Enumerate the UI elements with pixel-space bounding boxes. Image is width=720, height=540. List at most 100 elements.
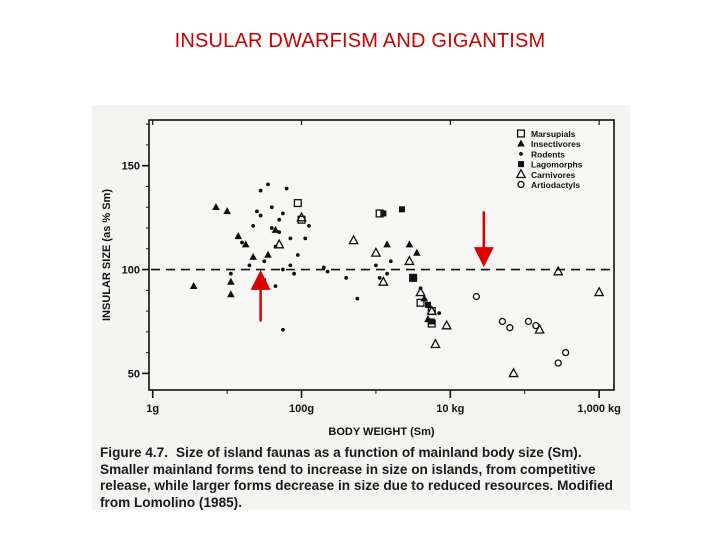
insectivores-point	[234, 232, 243, 240]
artiodactyls-point	[554, 359, 562, 367]
legend-label-lagomorphs: Lagomorphs	[531, 160, 583, 170]
rodents-point	[273, 284, 278, 289]
marsupials-point	[416, 298, 425, 307]
insectivores-point	[383, 240, 391, 248]
insectivores-point	[189, 281, 198, 289]
insectivores-point	[413, 248, 421, 256]
artiodactyls-point	[472, 292, 481, 301]
legend-marker-marsupials	[516, 129, 526, 138]
rodents-point	[258, 213, 263, 218]
rodents-point	[307, 224, 311, 228]
rodents-point	[277, 217, 282, 222]
rodents-point	[281, 327, 285, 332]
legend-label-marsupials: Marsupials	[531, 129, 576, 139]
carnivores-point	[378, 276, 389, 286]
rodents-point	[437, 311, 442, 316]
legend-label-insectivores: Insectivores	[531, 139, 581, 149]
insectivores-point	[227, 290, 235, 298]
y-axis-label: INSULAR SIZE (as % Sm)	[101, 189, 113, 321]
x-axis-label: BODY WEIGHT (Sm)	[328, 426, 434, 438]
rodents-point	[288, 263, 293, 268]
plot-frame	[148, 119, 615, 391]
rodents-point	[385, 271, 389, 276]
rodents-point	[377, 275, 382, 280]
lagomorphs-point	[410, 274, 417, 281]
insectivores-point	[212, 203, 220, 211]
legend-marker-insectivores	[517, 139, 525, 147]
rodents-point	[266, 182, 270, 187]
insectivores-point	[241, 240, 250, 248]
rodents-point	[374, 263, 378, 268]
rodents-point	[295, 253, 300, 257]
carnivores-point	[426, 305, 438, 315]
rodents-point	[388, 259, 393, 264]
marsupials-point	[293, 199, 302, 208]
figure-caption: Figure 4.7. Size of island faunas as a fu…	[100, 445, 630, 511]
figure-number: Figure 4.7.	[100, 445, 168, 460]
rodents-point	[284, 186, 289, 191]
carnivores-point	[415, 286, 426, 297]
carnivores-point	[348, 234, 359, 245]
rodents-point	[292, 271, 296, 276]
y-tick-label: 100	[122, 265, 140, 277]
insectivores-point	[405, 240, 414, 248]
rodents-point	[251, 224, 256, 228]
lagomorphs-point	[428, 318, 435, 325]
artiodactyls-point	[498, 317, 507, 326]
artiodactyls-point	[524, 317, 533, 326]
carnivores-point	[593, 286, 605, 297]
insectivores-point	[227, 277, 235, 285]
rodents-point	[269, 205, 274, 210]
rodents-point	[269, 226, 274, 230]
rodents-point	[228, 271, 233, 276]
scatter-chart: 50 100 150 1g 100g 10 kg 1,000 kg MarsupialsIn…	[101, 119, 621, 438]
rodents-point	[262, 278, 267, 282]
x-tick-label: 100g	[289, 403, 314, 415]
caption-text: Size of island faunas as a function of m…	[100, 445, 613, 510]
artiodactyls-point	[532, 321, 540, 330]
lagomorphs-point	[425, 301, 431, 308]
carnivores-point	[508, 367, 519, 378]
rodents-point	[303, 236, 308, 241]
artiodactyls-point	[506, 324, 514, 332]
legend-marker-rodents	[519, 152, 523, 156]
artiodactyls-point	[561, 348, 570, 357]
rodents-point	[247, 263, 252, 268]
legend-marker-lagomorphs	[518, 161, 524, 168]
insectivores-point	[271, 225, 280, 233]
legend-marker-carnivores	[515, 168, 527, 179]
rodents-point	[325, 269, 330, 274]
legend-label-artiodactyls: Artiodactyls	[531, 180, 580, 190]
x-tick-label: 1g	[146, 403, 159, 415]
marsupials-point	[409, 273, 418, 282]
y-tick-label: 150	[122, 161, 140, 173]
rodents-point	[281, 211, 285, 216]
insectivores-point	[223, 207, 231, 215]
insectivores-point	[420, 294, 429, 302]
carnivores-point	[441, 319, 452, 330]
carnivores-point	[370, 246, 382, 257]
carnivores-point	[404, 255, 415, 266]
rodents-point	[262, 259, 267, 264]
rodents-point	[240, 240, 244, 245]
legend-label-rodents: Rodents	[531, 149, 565, 159]
carnivores-point	[296, 211, 307, 222]
rodents-point	[344, 275, 349, 280]
y-tick-label: 50	[128, 368, 140, 380]
carnivores-point	[552, 265, 564, 276]
slide-title: INSULAR DWARFISM AND GIGANTISM	[174, 30, 546, 52]
rodents-point	[321, 265, 326, 270]
rodents-point	[288, 236, 293, 241]
carnivores-point	[430, 338, 441, 349]
legend-label-carnivores: Carnivores	[531, 170, 576, 180]
rodents-point	[277, 230, 282, 235]
x-tick-label: 1,000 kg	[577, 403, 620, 415]
rodents-point	[258, 188, 263, 193]
x-tick-label: 10 kg	[436, 403, 464, 415]
carnivores-point	[534, 323, 545, 334]
insectivores-point	[249, 252, 257, 260]
legend-marker-artiodactyls	[517, 180, 525, 189]
carnivores-point	[273, 238, 285, 249]
insectivores-point	[264, 250, 272, 258]
lagomorphs-point	[398, 206, 405, 213]
